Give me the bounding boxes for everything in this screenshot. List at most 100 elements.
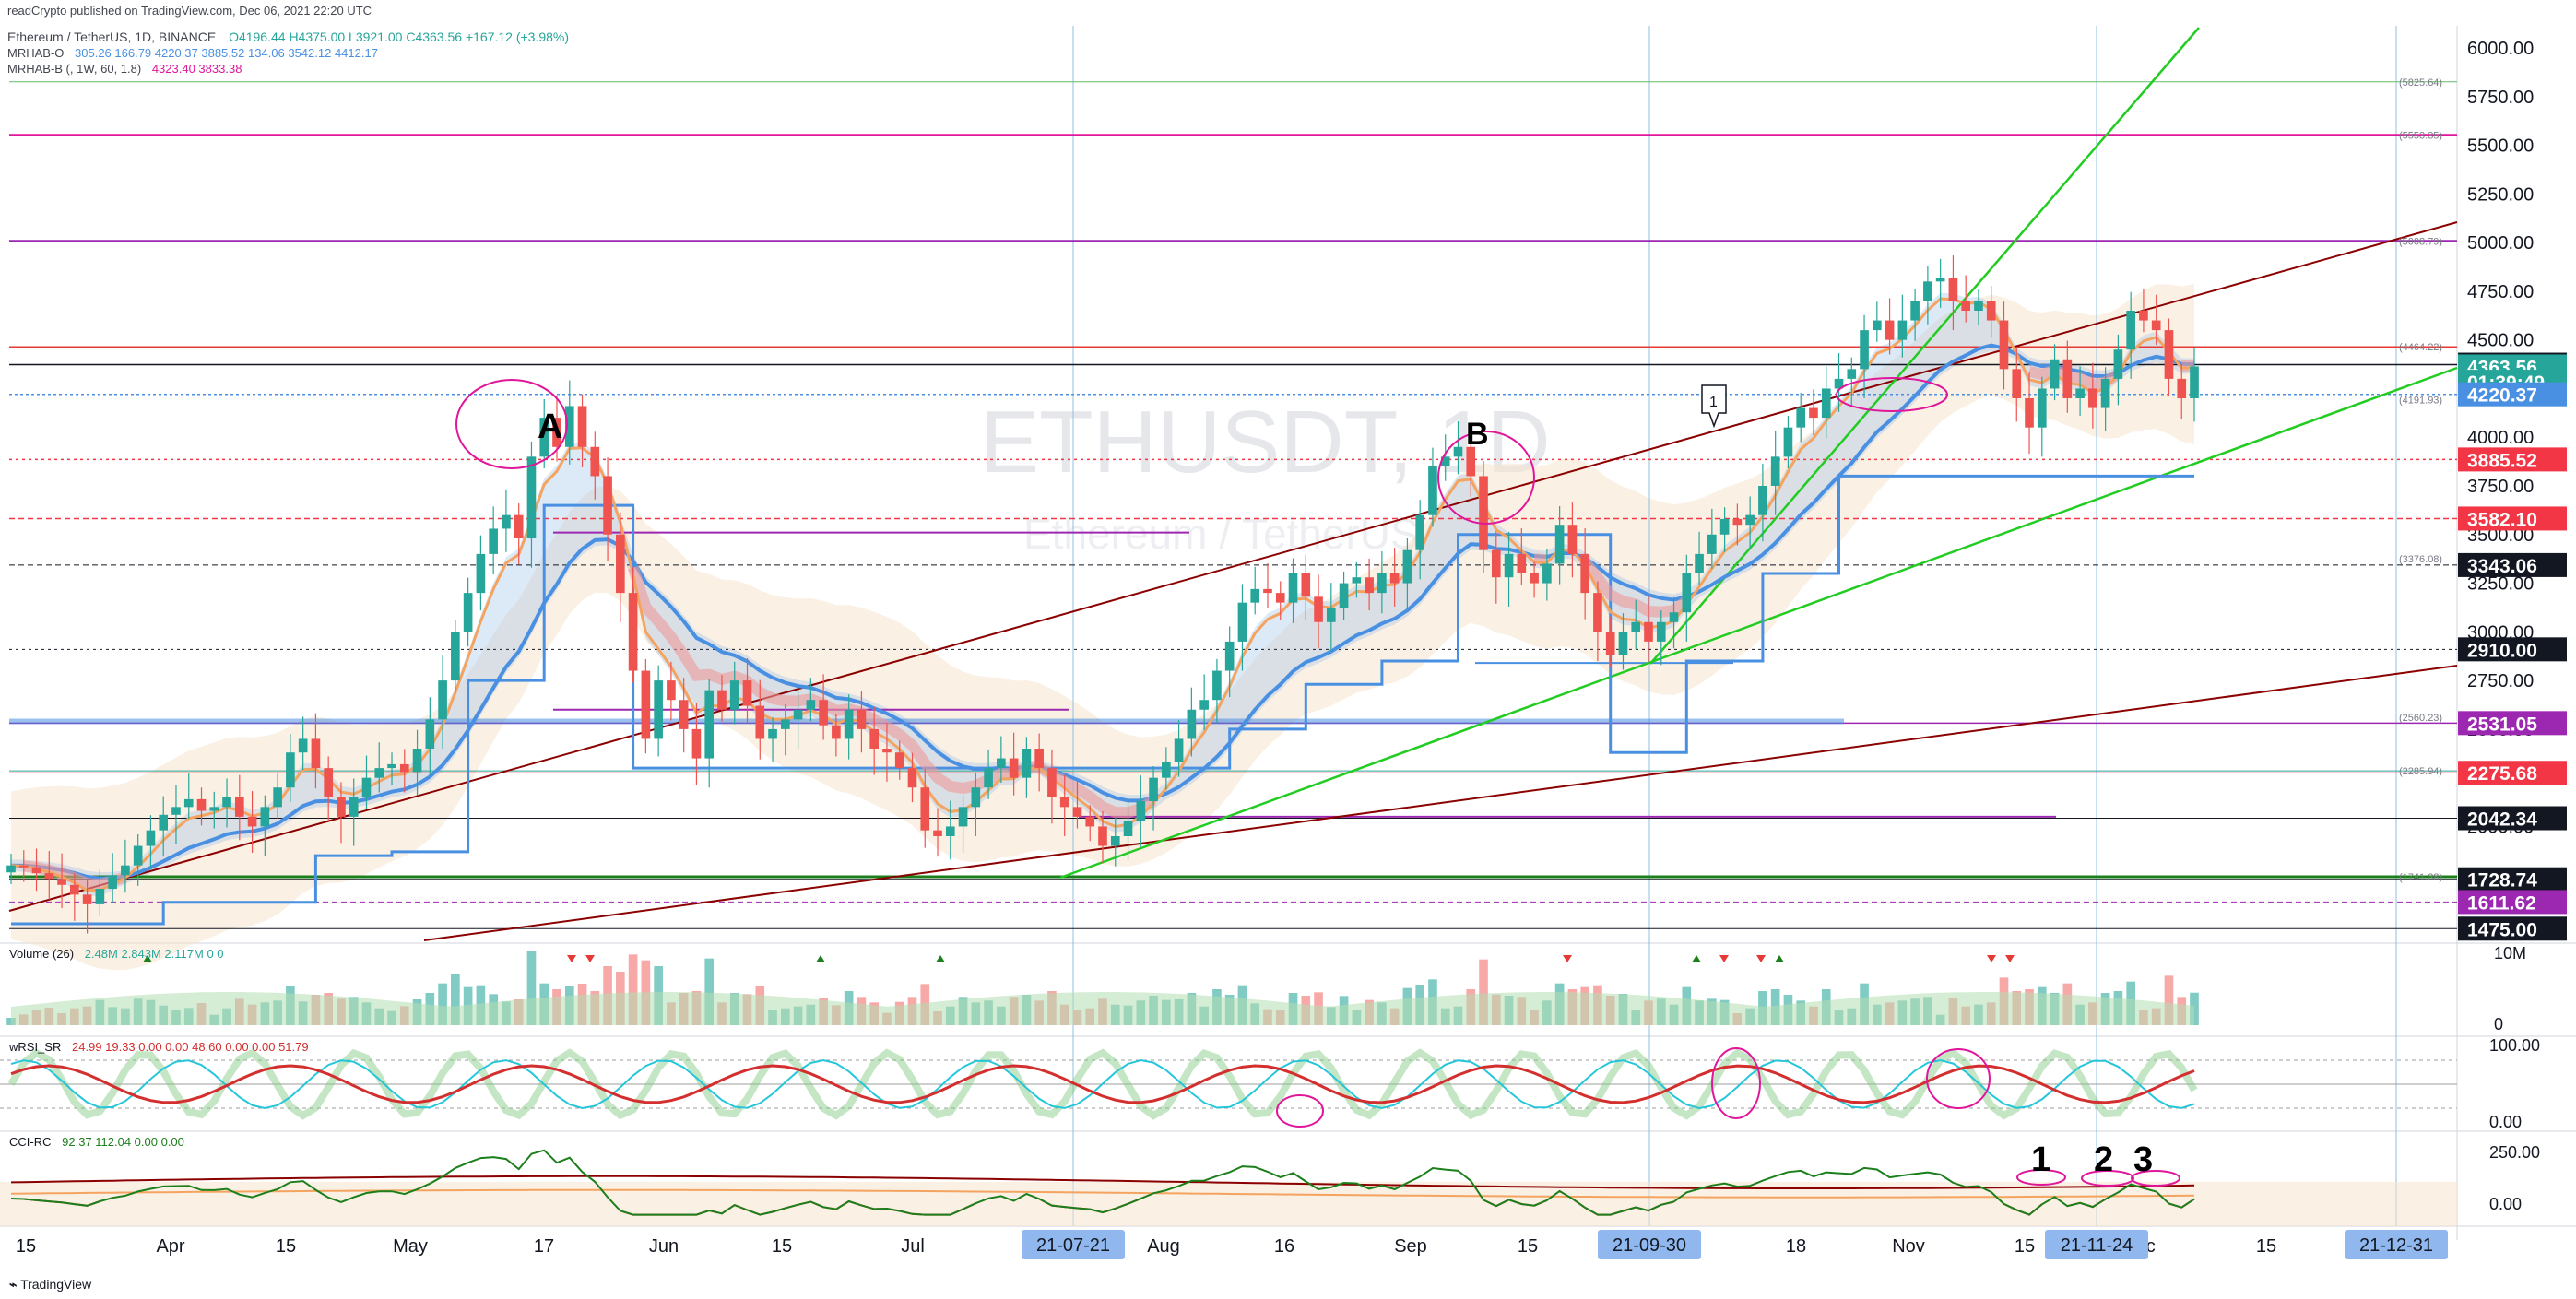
- candle-70[interactable]: [894, 740, 904, 780]
- candle-45[interactable]: [577, 394, 587, 467]
- candle-67[interactable]: [857, 691, 867, 753]
- candle-32[interactable]: [412, 729, 422, 796]
- candle-159[interactable]: [2025, 372, 2034, 455]
- candle-38[interactable]: [489, 506, 498, 575]
- candle-58[interactable]: [742, 658, 752, 724]
- candle-84[interactable]: [1072, 781, 1082, 829]
- candle-7[interactable]: [95, 869, 105, 916]
- candle-96[interactable]: [1224, 626, 1235, 698]
- candle-110[interactable]: [1402, 538, 1412, 610]
- candle-153[interactable]: [1948, 255, 1958, 331]
- candle-16[interactable]: [209, 791, 219, 829]
- candle-102[interactable]: [1301, 554, 1311, 620]
- candle-37[interactable]: [476, 535, 486, 611]
- candle-65[interactable]: [832, 714, 841, 757]
- candle-128[interactable]: [1631, 599, 1641, 650]
- candle-106[interactable]: [1352, 561, 1362, 598]
- candle-121[interactable]: [1542, 548, 1552, 601]
- candle-33[interactable]: [425, 697, 435, 775]
- candle-24[interactable]: [311, 713, 321, 789]
- candle-151[interactable]: [1923, 266, 1932, 325]
- candle-157[interactable]: [1999, 301, 2009, 390]
- x-highlight-0[interactable]: 21-07-21: [1022, 1230, 1125, 1259]
- trendline-upper-dark-red[interactable]: [8, 221, 2458, 912]
- candle-12[interactable]: [159, 796, 169, 857]
- candle-56[interactable]: [717, 675, 727, 722]
- candle-15[interactable]: [196, 787, 207, 826]
- candle-73[interactable]: [933, 808, 942, 857]
- candle-74[interactable]: [945, 800, 955, 860]
- candle-169[interactable]: [2151, 294, 2161, 345]
- candle-166[interactable]: [2113, 334, 2123, 406]
- candle-149[interactable]: [1897, 294, 1908, 358]
- candle-155[interactable]: [1974, 289, 1983, 325]
- candle-142[interactable]: [1809, 389, 1818, 436]
- candle-105[interactable]: [1339, 571, 1349, 620]
- price-label-10[interactable]: 2042.34: [2458, 806, 2567, 831]
- candle-76[interactable]: [971, 772, 981, 836]
- cci-header[interactable]: CCI-RC 92.37 112.04 0.00 0.00: [9, 1135, 184, 1149]
- candle-17[interactable]: [222, 778, 231, 828]
- candle-8[interactable]: [108, 853, 117, 903]
- candle-80[interactable]: [1022, 737, 1032, 798]
- candle-91[interactable]: [1162, 747, 1171, 790]
- candle-30[interactable]: [387, 752, 396, 786]
- candle-0[interactable]: [6, 854, 16, 884]
- candle-68[interactable]: [869, 706, 880, 775]
- candle-71[interactable]: [907, 752, 917, 803]
- candle-103[interactable]: [1314, 574, 1323, 649]
- candle-53[interactable]: [679, 678, 689, 753]
- candle-64[interactable]: [819, 674, 828, 740]
- candle-21[interactable]: [273, 772, 282, 819]
- candle-3[interactable]: [44, 851, 54, 900]
- candle-172[interactable]: [2190, 348, 2199, 422]
- candle-101[interactable]: [1288, 558, 1298, 623]
- candle-57[interactable]: [729, 661, 739, 725]
- candle-129[interactable]: [1644, 596, 1653, 663]
- candle-164[interactable]: [2088, 362, 2097, 429]
- candle-146[interactable]: [1860, 314, 1869, 398]
- candle-123[interactable]: [1567, 502, 1578, 578]
- candle-93[interactable]: [1187, 687, 1197, 757]
- candle-42[interactable]: [539, 398, 549, 468]
- candle-98[interactable]: [1250, 566, 1260, 615]
- indicator-1-line[interactable]: MRHAB-O 305.26 166.79 4220.37 3885.52 13…: [7, 46, 378, 60]
- candle-154[interactable]: [1961, 275, 1971, 323]
- candlesticks[interactable]: [6, 255, 2199, 934]
- candle-114[interactable]: [1453, 420, 1463, 475]
- candle-117[interactable]: [1491, 531, 1501, 604]
- candle-122[interactable]: [1554, 505, 1565, 585]
- candle-78[interactable]: [997, 736, 1006, 783]
- candle-85[interactable]: [1085, 805, 1095, 842]
- candle-27[interactable]: [349, 778, 359, 846]
- x-highlight-3[interactable]: 21-12-31: [2345, 1230, 2448, 1259]
- candle-49[interactable]: [628, 567, 638, 683]
- volume-header[interactable]: Volume (26) 2.48M 2.843M 2.117M 0 0: [9, 947, 224, 961]
- candle-119[interactable]: [1517, 528, 1527, 585]
- candle-161[interactable]: [2050, 344, 2060, 401]
- candle-109[interactable]: [1389, 548, 1400, 607]
- candle-62[interactable]: [793, 691, 803, 749]
- price-label-7[interactable]: 2910.00: [2458, 637, 2567, 662]
- candle-41[interactable]: [526, 441, 537, 568]
- candle-50[interactable]: [641, 658, 651, 754]
- candle-6[interactable]: [82, 879, 92, 934]
- candle-133[interactable]: [1695, 531, 1704, 585]
- candle-115[interactable]: [1466, 435, 1476, 497]
- candle-25[interactable]: [324, 756, 334, 821]
- candle-131[interactable]: [1669, 596, 1679, 649]
- candle-39[interactable]: [502, 489, 511, 552]
- candle-59[interactable]: [755, 679, 765, 760]
- candle-1[interactable]: [18, 850, 29, 882]
- candle-89[interactable]: [1136, 775, 1146, 847]
- price-label-13[interactable]: 1475.00: [2458, 916, 2567, 941]
- candle-112[interactable]: [1428, 447, 1437, 527]
- candle-35[interactable]: [451, 620, 460, 692]
- candle-132[interactable]: [1682, 554, 1692, 642]
- candle-44[interactable]: [564, 380, 574, 465]
- candle-124[interactable]: [1580, 528, 1589, 620]
- candle-66[interactable]: [844, 694, 854, 760]
- candle-82[interactable]: [1047, 749, 1057, 824]
- candle-152[interactable]: [1935, 258, 1945, 308]
- candle-162[interactable]: [2062, 340, 2073, 413]
